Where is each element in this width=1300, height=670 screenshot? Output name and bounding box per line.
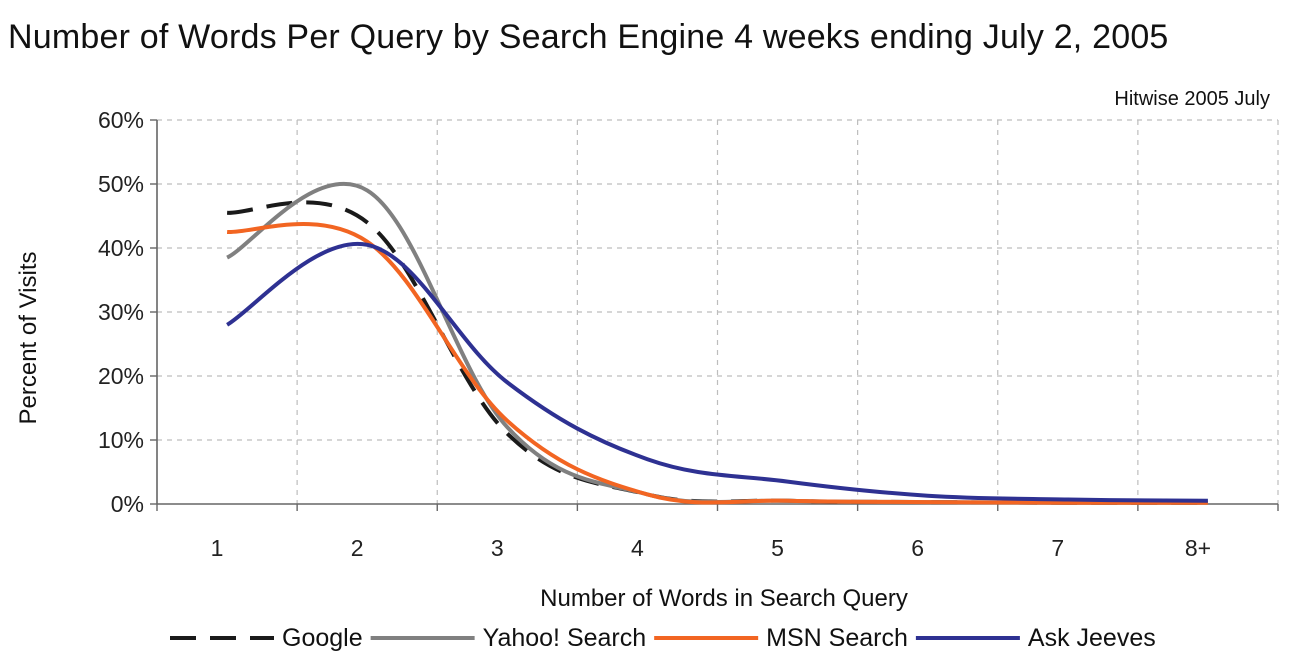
legend: Google Yahoo! Search MSN Search Ask Jeeves [170,624,1156,652]
series-lines [226,181,1208,505]
y-tick-label: 60% [98,107,144,133]
series-line-ask-jeeves [226,241,1208,503]
x-tick-label: 6 [911,535,924,561]
x-tick-label: 1 [211,535,224,561]
y-tick-label: 0% [111,491,144,517]
y-tick-label: 50% [98,171,144,197]
axes [150,119,1279,511]
y-axis-title: Percent of Visits [15,252,42,425]
x-tick-label: 4 [631,535,644,561]
source-note: Hitwise 2005 July [1114,88,1270,110]
x-tick-label: 5 [771,535,784,561]
x-tick-label: 3 [491,535,504,561]
y-tick-label: 20% [98,363,144,389]
series-line-google [226,200,1208,505]
grid-lines [157,119,1279,504]
x-tick-label: 8+ [1185,535,1211,561]
legend-label: Google [282,624,363,652]
y-tick-label: 30% [98,299,144,325]
x-tick-label: 7 [1051,535,1064,561]
x-tick-labels: 1 2 3 4 5 6 7 8+ [211,535,1211,561]
series-line-msn-search [226,222,1208,505]
y-tick-label: 40% [98,235,144,261]
x-tick-label: 2 [351,535,364,561]
x-axis-title: Number of Words in Search Query [540,585,908,612]
y-tick-labels: 0% 10% 20% 30% 40% 50% 60% [98,107,144,517]
chart-title: Number of Words Per Query by Search Engi… [8,18,1169,56]
legend-label: Ask Jeeves [1028,624,1156,652]
y-tick-label: 10% [98,427,144,453]
legend-label: MSN Search [766,624,908,652]
legend-label: Yahoo! Search [483,624,647,652]
